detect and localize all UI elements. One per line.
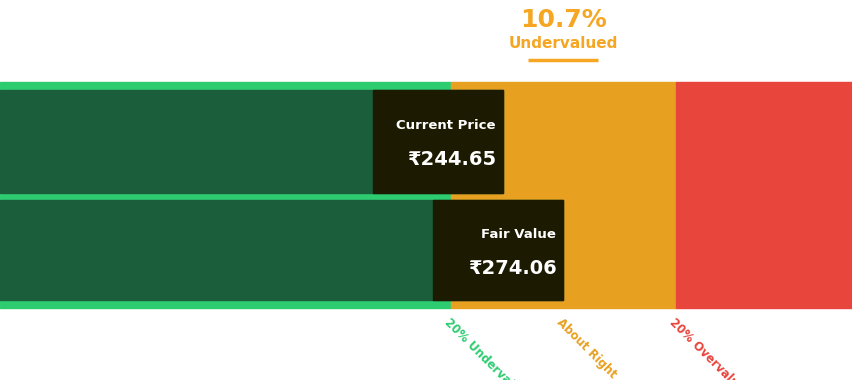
- Text: 10.7%: 10.7%: [520, 8, 606, 32]
- Bar: [675, 82, 852, 308]
- Text: Current Price: Current Price: [396, 119, 495, 132]
- Text: ₹244.65: ₹244.65: [406, 150, 495, 169]
- Bar: [0, 82, 450, 308]
- Text: ₹274.06: ₹274.06: [467, 258, 556, 277]
- Bar: [433, 200, 562, 300]
- Bar: [0, 90, 503, 193]
- Bar: [372, 90, 503, 193]
- Bar: [450, 82, 675, 308]
- Text: 20% Overvalued: 20% Overvalued: [666, 316, 751, 380]
- Bar: [0, 200, 562, 300]
- Text: Fair Value: Fair Value: [481, 228, 556, 241]
- Text: Undervalued: Undervalued: [508, 36, 617, 52]
- Text: 20% Undervalued: 20% Undervalued: [441, 316, 532, 380]
- Text: About Right: About Right: [554, 316, 619, 380]
